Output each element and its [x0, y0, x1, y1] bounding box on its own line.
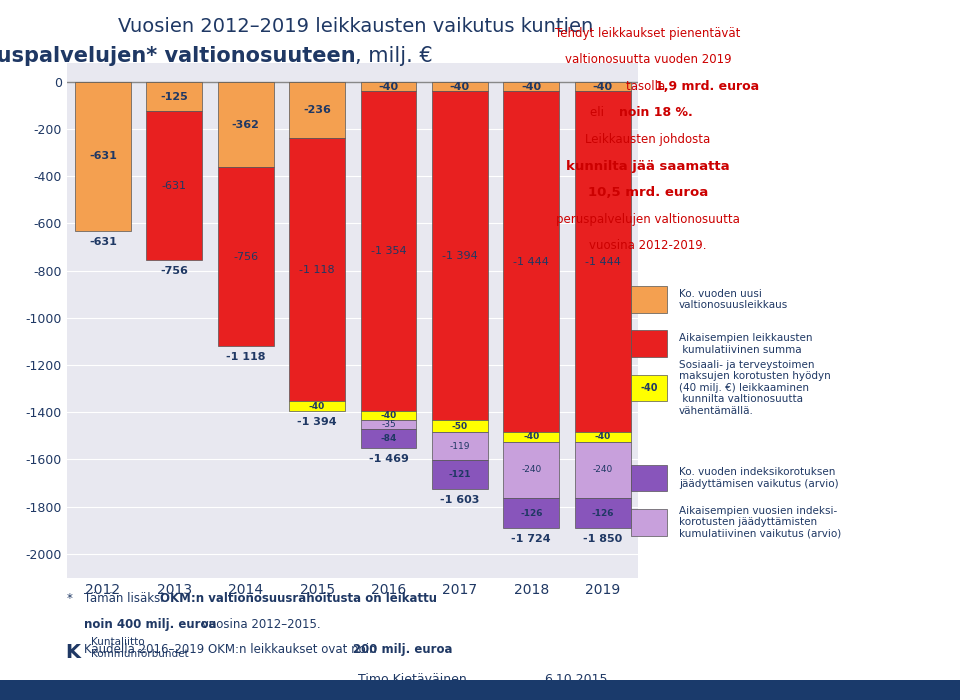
Text: -631: -631: [89, 151, 117, 161]
Bar: [432, 82, 488, 91]
Text: valtionosuutta vuoden 2019: valtionosuutta vuoden 2019: [564, 53, 732, 66]
Text: -1 354: -1 354: [371, 246, 406, 256]
Text: -1 469: -1 469: [369, 454, 408, 464]
Text: -240: -240: [521, 466, 541, 475]
Bar: [503, 498, 559, 528]
Text: noin 18 %.: noin 18 %.: [619, 106, 693, 120]
Text: Sosiaali- ja terveystoimen
maksujen korotusten hyödyn
(40 milj. €) leikkaaminen
: Sosiaali- ja terveystoimen maksujen koro…: [679, 360, 830, 416]
Bar: [575, 432, 631, 442]
Bar: [361, 411, 417, 420]
Text: -40: -40: [594, 433, 611, 441]
Bar: [218, 82, 274, 167]
Bar: [575, 91, 631, 432]
Text: *: *: [67, 592, 81, 605]
Bar: [361, 428, 417, 449]
Text: Ko. vuoden uusi
valtionosuusleikkaus: Ko. vuoden uusi valtionosuusleikkaus: [679, 289, 788, 310]
Text: -240: -240: [592, 466, 612, 475]
Text: -50: -50: [452, 421, 468, 430]
Text: -631: -631: [89, 237, 117, 246]
Text: -119: -119: [449, 442, 470, 451]
Text: -631: -631: [162, 181, 187, 191]
Text: -1 118: -1 118: [226, 351, 266, 362]
Text: -40: -40: [378, 82, 398, 92]
Bar: [503, 91, 559, 432]
Text: -1 603: -1 603: [441, 495, 480, 505]
Text: -40: -40: [523, 433, 540, 441]
Text: -1 118: -1 118: [300, 265, 335, 274]
Text: -40: -40: [450, 82, 470, 92]
Text: 10,5 mrd. euroa: 10,5 mrd. euroa: [588, 186, 708, 200]
Text: -126: -126: [591, 509, 614, 517]
Text: -1 394: -1 394: [298, 416, 337, 427]
Text: -236: -236: [303, 105, 331, 115]
Text: vuosina 2012-2019.: vuosina 2012-2019.: [589, 239, 707, 253]
Text: 1,9 mrd. euroa: 1,9 mrd. euroa: [656, 80, 759, 93]
Bar: [147, 82, 203, 111]
Bar: [575, 442, 631, 498]
Text: vuosina 2012–2015.: vuosina 2012–2015.: [198, 618, 321, 631]
Text: -756: -756: [160, 266, 188, 276]
Bar: [361, 91, 417, 411]
Text: K: K: [65, 643, 80, 662]
Bar: [289, 138, 345, 401]
Text: -40: -40: [380, 411, 396, 420]
Text: 200 milj. euroa: 200 milj. euroa: [353, 643, 453, 656]
Text: -35: -35: [381, 420, 396, 429]
Text: Kaudella 2016–2019 OKM:n leikkaukset ovat noin: Kaudella 2016–2019 OKM:n leikkaukset ova…: [84, 643, 381, 656]
Text: -126: -126: [520, 509, 542, 517]
Bar: [289, 401, 345, 411]
Bar: [503, 432, 559, 442]
Text: -40: -40: [640, 383, 658, 393]
Bar: [432, 420, 488, 432]
Bar: [432, 460, 488, 489]
Text: -84: -84: [380, 434, 396, 443]
Text: -1 444: -1 444: [585, 257, 620, 267]
Text: Timo Kietäväinen: Timo Kietäväinen: [358, 673, 468, 687]
Text: , milj. €: , milj. €: [355, 46, 433, 66]
Bar: [218, 167, 274, 346]
Bar: [575, 498, 631, 528]
Bar: [432, 432, 488, 460]
Text: -40: -40: [592, 82, 612, 92]
Bar: [361, 420, 417, 428]
Bar: [289, 82, 345, 138]
Text: Aikaisempien vuosien indeksi-
korotusten jäädyttämisten
kumulatiivinen vaikutus : Aikaisempien vuosien indeksi- korotusten…: [679, 505, 841, 539]
Text: kunnilta jää saamatta: kunnilta jää saamatta: [566, 160, 730, 173]
Text: peruspalvelujen* valtionosuuteen: peruspalvelujen* valtionosuuteen: [0, 46, 355, 66]
Text: peruspalvelujen valtionosuutta: peruspalvelujen valtionosuutta: [556, 213, 740, 226]
Text: Leikkausten johdosta: Leikkausten johdosta: [586, 133, 710, 146]
Text: Kuntaliitto
Kommunförbundet: Kuntaliitto Kommunförbundet: [91, 637, 189, 659]
Text: -756: -756: [233, 251, 258, 262]
Bar: [75, 82, 131, 231]
Text: Ko. vuoden indeksikorotuksen
jäädyttämisen vaikutus (arvio): Ko. vuoden indeksikorotuksen jäädyttämis…: [679, 468, 838, 489]
Text: 6.10.2015: 6.10.2015: [544, 673, 608, 687]
Text: -40: -40: [521, 82, 541, 92]
Text: -1 850: -1 850: [583, 534, 622, 544]
Bar: [503, 442, 559, 498]
Text: eli: eli: [590, 106, 608, 120]
Text: -1 444: -1 444: [514, 257, 549, 267]
Text: -121: -121: [448, 470, 471, 479]
Text: tasolla: tasolla: [627, 80, 669, 93]
Bar: [503, 82, 559, 91]
Text: Tämän lisäksi: Tämän lisäksi: [84, 592, 168, 605]
Text: -40: -40: [309, 402, 325, 411]
Text: Vuosien 2012–2019 leikkausten vaikutus kuntien: Vuosien 2012–2019 leikkausten vaikutus k…: [117, 18, 593, 36]
Text: -1 394: -1 394: [442, 251, 478, 261]
Bar: [432, 91, 488, 420]
Text: Aikaisempien leikkausten
 kumulatiivinen summa: Aikaisempien leikkausten kumulatiivinen …: [679, 333, 812, 354]
Text: OKM:n valtionosuusrahoitusta on leikattu: OKM:n valtionosuusrahoitusta on leikattu: [160, 592, 438, 605]
Text: Tehdyt leikkaukset pienentävät: Tehdyt leikkaukset pienentävät: [555, 27, 741, 40]
Text: -362: -362: [231, 120, 259, 130]
Bar: [575, 82, 631, 91]
Text: -125: -125: [160, 92, 188, 102]
Text: -1 724: -1 724: [512, 534, 551, 544]
Text: noin 400 milj. euroa: noin 400 milj. euroa: [84, 618, 217, 631]
Bar: [361, 82, 417, 91]
Bar: [147, 111, 203, 260]
